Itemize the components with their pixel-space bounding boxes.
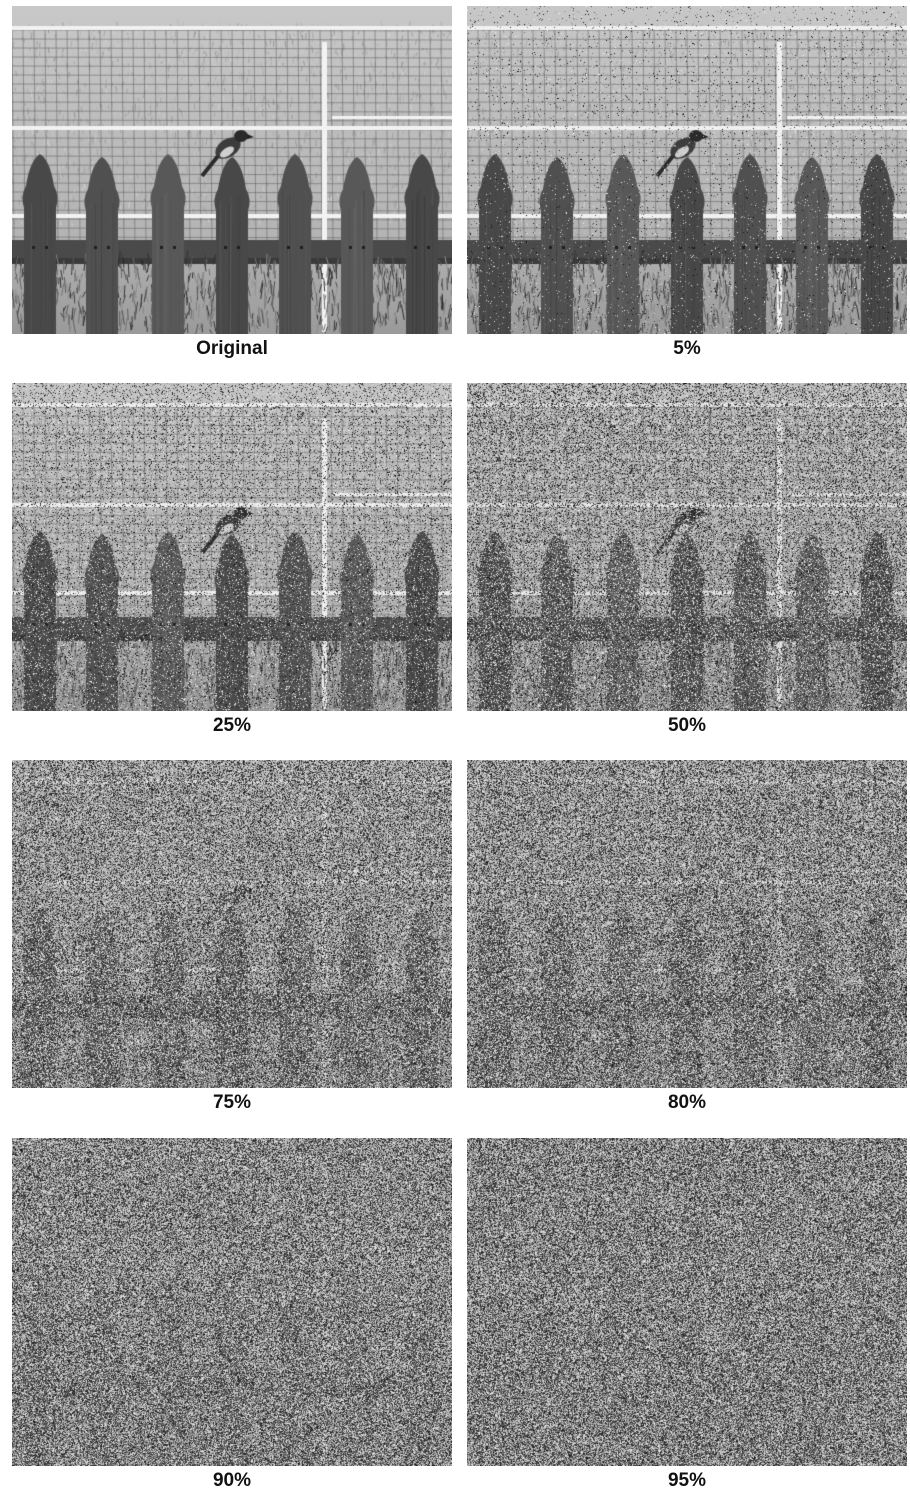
panel-noise-75: 75%: [12, 760, 452, 1132]
panel-caption: 80%: [667, 1092, 707, 1113]
fence-bird-photo: [467, 760, 907, 1088]
panel-caption: 90%: [212, 1470, 252, 1491]
panel-caption: 75%: [212, 1092, 252, 1113]
panel-noise-25: 25%: [12, 383, 452, 755]
panel-noise-5: 5%: [467, 6, 907, 378]
fence-bird-photo: [12, 1138, 452, 1466]
fence-bird-photo: [12, 760, 452, 1088]
panel-noise-50: 50%: [467, 383, 907, 755]
panel-caption: 25%: [212, 715, 252, 736]
fence-bird-photo: [467, 1138, 907, 1466]
panel-noise-90: 90%: [12, 1138, 452, 1510]
fence-bird-photo: [467, 6, 907, 334]
panel-caption: 50%: [667, 715, 707, 736]
fence-bird-photo: [467, 383, 907, 711]
panel-caption: 5%: [673, 338, 701, 359]
fence-bird-photo: [12, 383, 452, 711]
panel-caption: Original: [196, 338, 268, 359]
panel-noise-95: 95%: [467, 1138, 907, 1510]
panel-original: Original: [12, 6, 452, 378]
panel-caption: 95%: [667, 1470, 707, 1491]
fence-bird-photo: [12, 6, 452, 334]
panel-noise-80: 80%: [467, 760, 907, 1132]
